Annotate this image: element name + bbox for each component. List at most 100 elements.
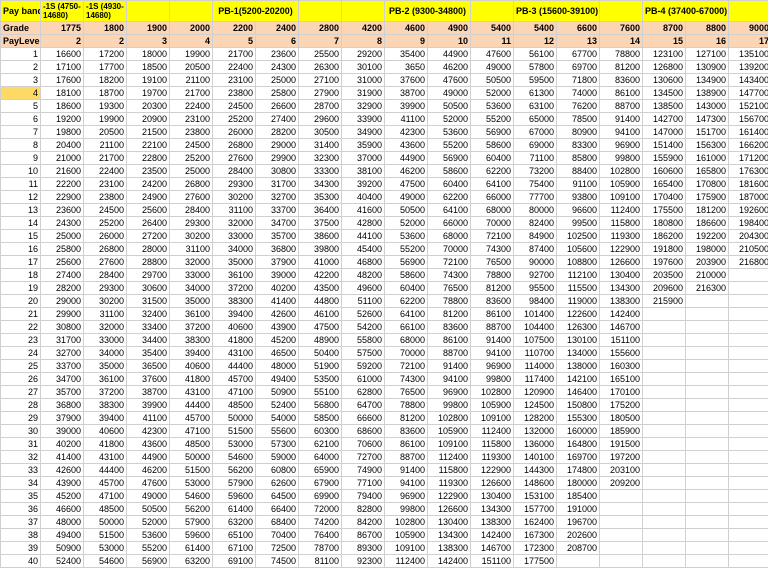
row-index-cell: 36 [1,503,41,516]
data-cell: 45700 [213,373,256,386]
data-cell: 34000 [213,243,256,256]
row-index-cell: 28 [1,399,41,412]
data-cell: 56200 [170,503,213,516]
data-cell: 115800 [428,464,471,477]
data-cell: 53500 [299,373,342,386]
data-cell: 54600 [213,451,256,464]
data-cell: 32700 [41,347,84,360]
row-index-cell: 12 [1,191,41,204]
data-cell: 51500 [170,464,213,477]
data-cell: 82400 [514,217,557,230]
data-cell: 138500 [643,100,686,113]
data-cell [729,308,768,321]
data-cell: 35000 [170,295,213,308]
data-cell [686,308,729,321]
data-cell: 35000 [84,360,127,373]
data-cell: 108800 [557,256,600,269]
data-cell: 53000 [170,477,213,490]
data-cell: 170400 [643,191,686,204]
data-row: 8204002110022100245002680029000314003590… [1,139,768,152]
data-cell: 91400 [385,464,428,477]
data-cell: 147700 [729,87,768,100]
data-cell [686,490,729,503]
data-cell: 136000 [514,438,557,451]
data-cell: 63200 [170,555,213,568]
data-cell: 90000 [514,256,557,269]
data-cell: 29600 [299,113,342,126]
data-cell [729,360,768,373]
data-cell: 70000 [385,347,428,360]
data-cell: 33300 [299,165,342,178]
data-cell: 122900 [471,464,514,477]
data-cell: 96600 [557,204,600,217]
data-cell [686,438,729,451]
data-cell: 192600 [729,204,768,217]
row-index-cell: 33 [1,464,41,477]
data-cell: 28200 [256,126,299,139]
data-cell: 114000 [514,360,557,373]
data-cell: 33000 [170,269,213,282]
data-cell: 24500 [84,204,127,217]
data-cell: 94100 [600,126,643,139]
data-cell: 81200 [385,412,428,425]
data-cell [686,386,729,399]
data-cell: 26800 [84,243,127,256]
paylevel-header-cell: 15 [643,35,686,48]
data-cell: 56900 [428,152,471,165]
data-cell: 72000 [299,503,342,516]
data-cell [729,399,768,412]
data-cell [729,477,768,490]
data-cell: 58500 [299,412,342,425]
data-cell: 130400 [471,490,514,503]
data-cell: 215900 [643,295,686,308]
data-cell: 42300 [385,126,428,139]
data-cell: 50900 [256,386,299,399]
data-cell: 132000 [514,425,557,438]
data-row: 2029000302003150035000383004140044800511… [1,295,768,308]
data-cell: 23800 [170,126,213,139]
data-row: 2735700372003870043100471005090055100628… [1,386,768,399]
data-cell: 32000 [213,217,256,230]
data-cell: 21700 [213,48,256,61]
paylevel-header-cell: 4 [170,35,213,48]
data-cell: 19900 [84,113,127,126]
data-cell: 62200 [428,191,471,204]
data-cell [729,425,768,438]
data-row: 2937900394004110045700500005400058500666… [1,412,768,425]
data-cell: 54600 [84,555,127,568]
data-cell: 185400 [557,490,600,503]
data-cell: 96900 [428,386,471,399]
data-row: 5186001930020300224002450026600287003290… [1,100,768,113]
data-cell: 130900 [686,61,729,74]
data-cell: 53000 [84,542,127,555]
row-index-cell: 25 [1,360,41,373]
data-cell: 32000 [84,321,127,334]
data-cell: 70600 [342,438,385,451]
data-cell: 41400 [41,451,84,464]
row-index-cell: 18 [1,269,41,282]
data-cell: 144300 [514,464,557,477]
data-cell [729,282,768,295]
data-cell: 20900 [127,113,170,126]
data-cell: 78700 [299,542,342,555]
data-cell: 31100 [170,243,213,256]
data-cell: 44800 [299,295,342,308]
data-cell [600,490,643,503]
data-cell: 64500 [256,490,299,503]
data-cell: 37600 [127,373,170,386]
data-cell: 49000 [127,490,170,503]
data-cell: 157700 [514,503,557,516]
data-cell: 191500 [600,438,643,451]
data-cell: 64000 [299,451,342,464]
paylevel-header-cell: 16 [686,35,729,48]
data-cell [643,464,686,477]
row-index-cell: 34 [1,477,41,490]
data-cell: 115800 [471,438,514,451]
data-cell: 76500 [428,282,471,295]
data-cell [729,516,768,529]
data-cell: 134300 [428,529,471,542]
data-row: 2533700350003650040600444004800051900592… [1,360,768,373]
data-cell: 162400 [514,516,557,529]
data-cell: 122900 [600,243,643,256]
data-cell: 142400 [428,555,471,568]
